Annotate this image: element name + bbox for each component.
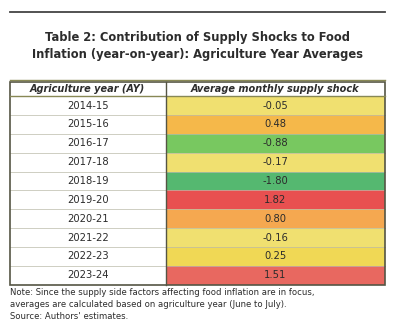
Bar — [10, 266, 166, 285]
Text: 2021-22: 2021-22 — [67, 232, 109, 242]
Bar — [10, 247, 166, 266]
Text: Agriculture year (AY): Agriculture year (AY) — [30, 84, 145, 94]
Bar — [10, 115, 166, 134]
Text: -1.80: -1.80 — [263, 176, 288, 186]
Text: Average monthly supply shock: Average monthly supply shock — [191, 84, 360, 94]
Bar — [10, 82, 385, 285]
Bar — [166, 153, 385, 171]
Bar — [166, 134, 385, 153]
Text: 2014-15: 2014-15 — [67, 101, 109, 111]
Text: 2016-17: 2016-17 — [67, 138, 109, 148]
Text: 1.82: 1.82 — [264, 195, 286, 205]
Text: -0.17: -0.17 — [262, 157, 288, 167]
Text: 1.51: 1.51 — [264, 270, 286, 280]
Text: 2020-21: 2020-21 — [67, 214, 109, 224]
Text: 2017-18: 2017-18 — [67, 157, 109, 167]
Bar — [10, 228, 166, 247]
Text: 0.80: 0.80 — [264, 214, 286, 224]
Text: 0.25: 0.25 — [264, 251, 286, 261]
Bar — [166, 228, 385, 247]
Bar — [10, 171, 166, 190]
Bar — [166, 115, 385, 134]
Bar — [166, 247, 385, 266]
Bar — [10, 190, 166, 209]
Bar — [10, 134, 166, 153]
Text: 2022-23: 2022-23 — [67, 251, 109, 261]
Text: Table 2: Contribution of Supply Shocks to Food
Inflation (year-on-year): Agricul: Table 2: Contribution of Supply Shocks t… — [32, 31, 363, 61]
Bar — [166, 266, 385, 285]
Text: Note: Since the supply side factors affecting food inflation are in focus,
avera: Note: Since the supply side factors affe… — [10, 288, 314, 321]
Bar — [166, 96, 385, 115]
Bar — [10, 153, 166, 171]
Bar — [166, 209, 385, 228]
Text: -0.88: -0.88 — [263, 138, 288, 148]
Text: 2023-24: 2023-24 — [67, 270, 109, 280]
Bar — [166, 190, 385, 209]
Bar — [10, 209, 166, 228]
Bar — [10, 96, 166, 115]
Text: 2018-19: 2018-19 — [67, 176, 109, 186]
Text: 0.48: 0.48 — [264, 120, 286, 130]
Text: 2019-20: 2019-20 — [67, 195, 109, 205]
Text: -0.05: -0.05 — [263, 101, 288, 111]
Bar — [10, 82, 385, 96]
Text: -0.16: -0.16 — [262, 232, 288, 242]
Bar — [166, 171, 385, 190]
Text: 2015-16: 2015-16 — [67, 120, 109, 130]
